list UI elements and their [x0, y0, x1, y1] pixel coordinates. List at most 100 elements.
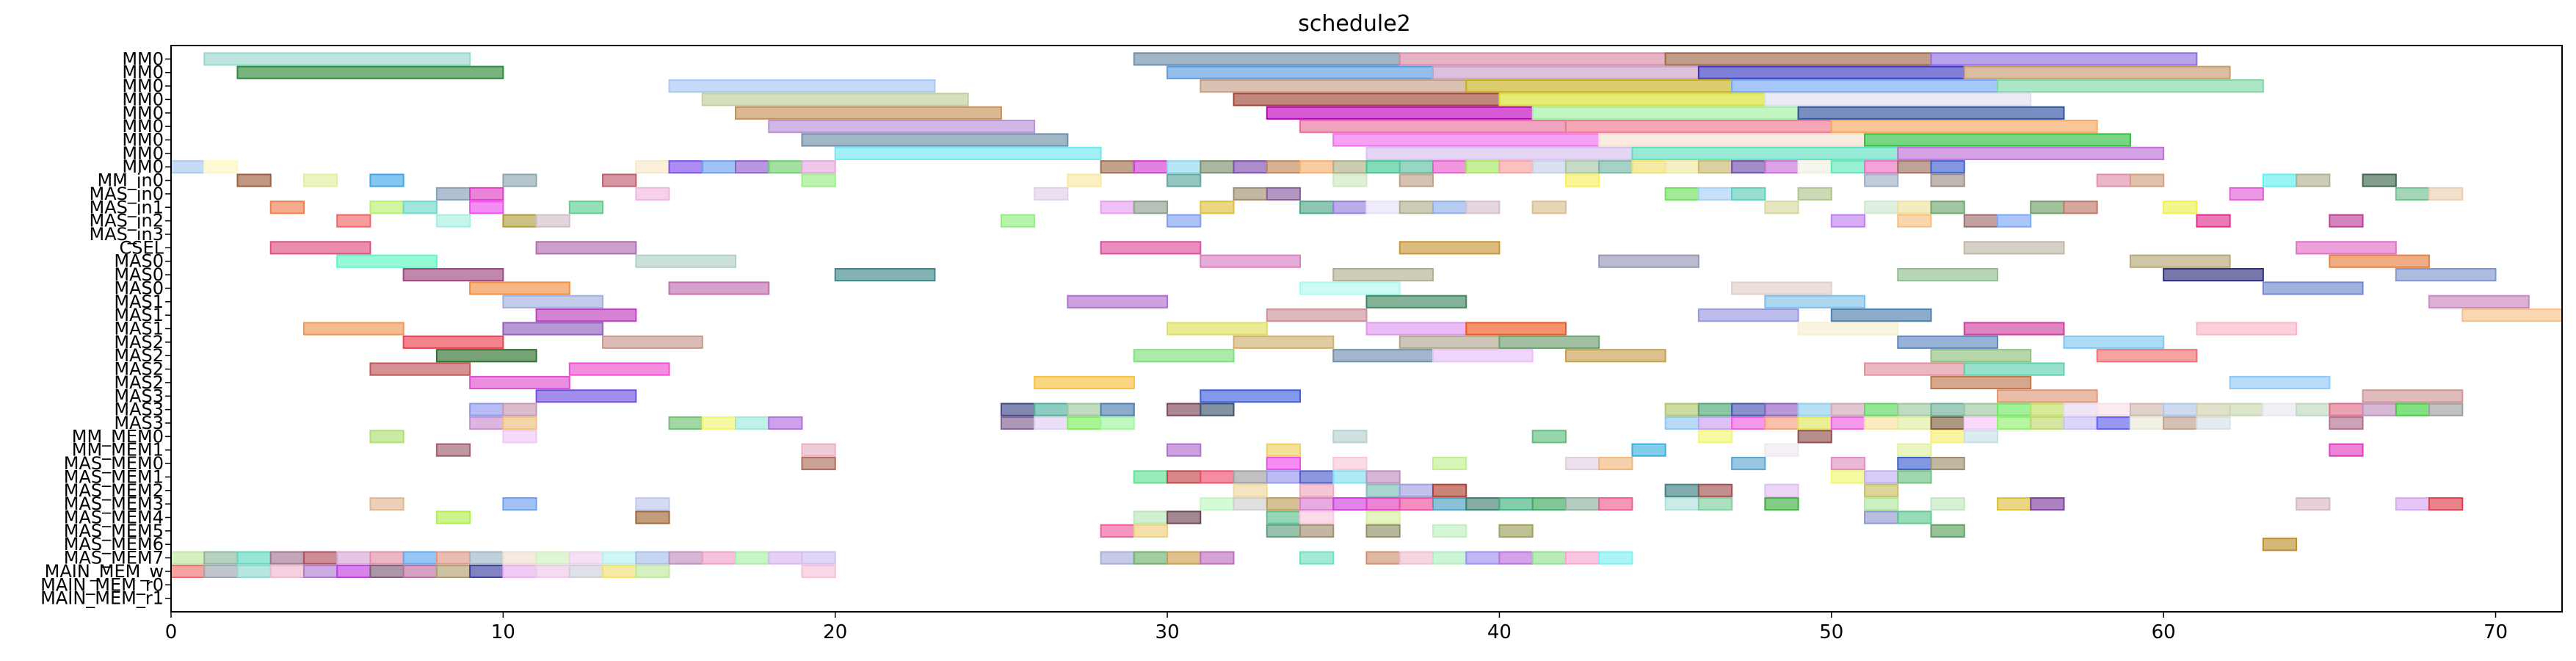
task-bar	[2163, 416, 2198, 430]
task-bar	[1897, 267, 1998, 282]
task-bar	[336, 564, 371, 579]
task-bar	[1365, 322, 1467, 336]
task-bar	[1332, 497, 1368, 511]
y-tick-label: MAS_MEM1	[64, 466, 164, 487]
task-bar	[1963, 322, 2065, 336]
task-bar	[1299, 551, 1335, 565]
task-bar	[2262, 281, 2364, 295]
task-bar	[1797, 106, 2065, 120]
x-tick-label: 40	[1487, 621, 1512, 643]
task-bar	[1133, 551, 1169, 565]
task-bar	[1830, 120, 2098, 134]
task-bar	[801, 551, 836, 565]
task-bar	[1432, 524, 1467, 538]
task-bar	[1864, 483, 1899, 497]
y-tick-label: MAS1	[114, 305, 164, 325]
task-bar	[635, 254, 737, 268]
task-bar	[1266, 106, 1534, 120]
task-bar	[1797, 402, 1832, 416]
task-bar	[1100, 416, 1135, 430]
task-bar	[1864, 402, 1899, 416]
task-bar	[1830, 456, 1866, 471]
task-bar	[1266, 443, 1302, 457]
task-bar	[435, 551, 471, 565]
task-bar	[269, 551, 305, 565]
task-bar	[568, 551, 604, 565]
task-bar	[1398, 52, 1666, 66]
task-bar	[1266, 470, 1302, 484]
task-bar	[1631, 146, 1899, 160]
task-bar	[1233, 497, 1268, 511]
task-bar	[701, 93, 969, 106]
y-tick-label: MM0	[122, 103, 164, 123]
task-bar	[1697, 483, 1733, 497]
task-bar	[1764, 402, 1799, 416]
x-tick-label: 60	[2152, 621, 2176, 643]
task-bar	[1398, 335, 1501, 349]
task-bar	[1332, 133, 1600, 147]
task-bar	[1100, 402, 1135, 416]
task-bar	[1332, 349, 1434, 363]
task-bar	[1830, 402, 1866, 416]
task-bar	[1000, 402, 1036, 416]
task-bar	[1897, 510, 1932, 524]
task-bar	[1465, 79, 1733, 93]
task-bar	[1398, 201, 1434, 214]
task-bar	[1100, 551, 1135, 565]
task-bar	[2329, 254, 2431, 268]
task-bar	[236, 65, 504, 79]
task-bar	[1432, 483, 1467, 497]
task-bar	[1167, 322, 1268, 336]
task-bar	[369, 201, 404, 214]
task-bar	[336, 214, 371, 228]
task-bar	[1731, 187, 1766, 201]
y-tick-label: MAS2	[114, 359, 164, 380]
task-bar	[2428, 187, 2464, 201]
task-bar	[668, 160, 703, 174]
task-bar	[1167, 551, 1202, 565]
task-bar	[1764, 483, 1799, 497]
task-bar	[1930, 524, 1965, 538]
task-bar	[435, 510, 471, 524]
task-bar	[2428, 295, 2530, 308]
task-bar	[2229, 402, 2264, 416]
task-bar	[170, 551, 206, 565]
task-bar	[1697, 65, 1965, 79]
task-bar	[1864, 470, 1899, 484]
task-bar	[1398, 483, 1434, 497]
task-bar	[668, 281, 770, 295]
task-bar	[1200, 201, 1235, 214]
y-tick-label: MM0	[122, 130, 164, 151]
task-bar	[2395, 497, 2431, 511]
task-bar	[2129, 173, 2165, 187]
task-bar	[1365, 497, 1401, 511]
task-bar	[535, 389, 637, 403]
task-bar	[336, 254, 438, 268]
task-bar	[1764, 160, 1799, 174]
task-bar	[1531, 430, 1567, 444]
task-bar	[1100, 241, 1202, 255]
task-bar	[369, 564, 404, 579]
task-bar	[1531, 201, 1567, 214]
task-bar	[1167, 65, 1434, 79]
task-bar	[1864, 133, 2131, 147]
task-bar	[1764, 93, 2032, 106]
task-bar	[1133, 470, 1169, 484]
y-tick-label: MAS_in1	[89, 197, 164, 217]
task-bar	[1398, 241, 1501, 255]
y-tick-label: MM0	[122, 143, 164, 164]
task-bar	[1697, 497, 1733, 511]
task-bar	[1897, 402, 1932, 416]
y-tick-label: MAIN_MEM_w	[45, 561, 164, 582]
y-tick-label: MAS1	[114, 292, 164, 312]
task-bar	[2329, 416, 2364, 430]
task-bar	[1432, 551, 1467, 565]
task-bar	[369, 497, 404, 511]
task-bar	[1697, 187, 1733, 201]
task-bar	[1598, 160, 1633, 174]
task-bar	[435, 214, 471, 228]
task-bar	[2096, 402, 2131, 416]
task-bar	[502, 564, 537, 579]
y-tick-label: MM_MEM1	[72, 440, 164, 460]
y-tick-label: MAIN_MEM_r1	[40, 588, 164, 609]
